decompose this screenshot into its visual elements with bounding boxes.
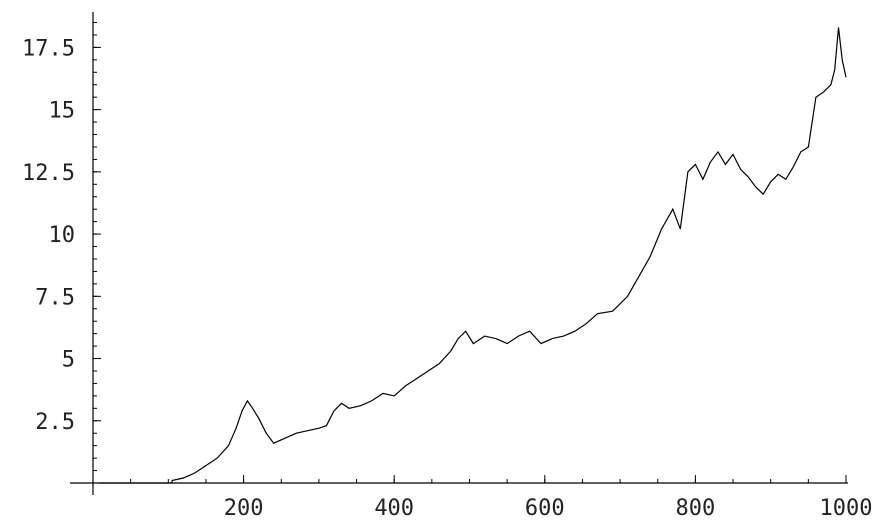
x-tick-label: 600 [525, 496, 565, 521]
y-tick-group: 2.5 5 7.5 10 12.5 15 17.5 [22, 21, 101, 472]
y-tick-label: 5 [62, 348, 75, 373]
x-tick-label: 200 [224, 496, 264, 521]
x-tick-label: 400 [374, 496, 414, 521]
x-tick-group: 200 400 600 800 1000 [130, 475, 873, 521]
y-tick-label: 12.5 [22, 161, 75, 186]
x-tick-label: 800 [676, 496, 716, 521]
y-tick-label: 10 [49, 223, 76, 248]
y-tick-label: 17.5 [22, 36, 75, 61]
y-tick-label: 2.5 [35, 410, 75, 435]
series-line [99, 27, 847, 484]
y-tick-label: 15 [49, 99, 76, 124]
x-tick-label: 1000 [820, 496, 873, 521]
y-tick-label: 7.5 [35, 285, 75, 310]
